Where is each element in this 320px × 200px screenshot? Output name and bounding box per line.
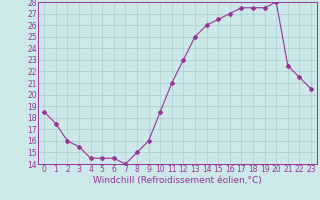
X-axis label: Windchill (Refroidissement éolien,°C): Windchill (Refroidissement éolien,°C): [93, 176, 262, 185]
